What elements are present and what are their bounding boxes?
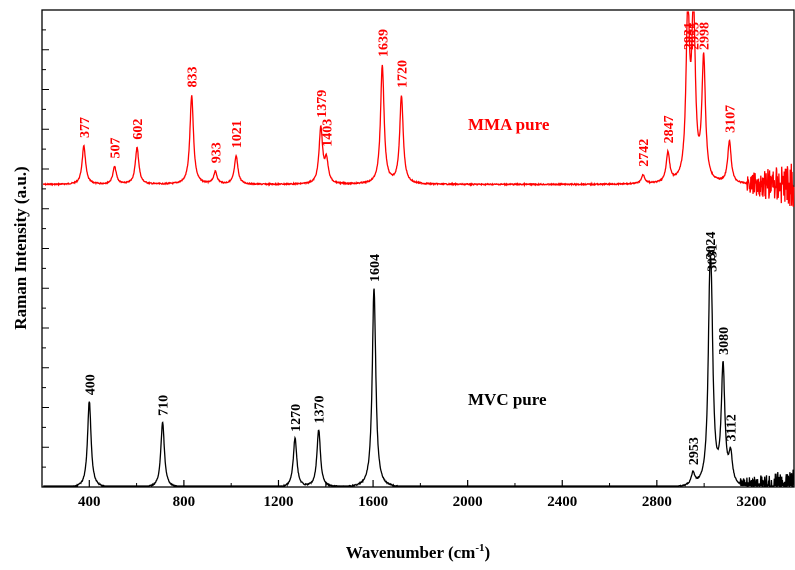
peak-label: 377	[78, 117, 93, 138]
peak-label: 1604	[368, 254, 383, 282]
peak-label: 1403	[321, 119, 336, 147]
series-label-mma: MMA pure	[468, 115, 550, 134]
series-label-mvc: MVC pure	[468, 390, 547, 409]
x-axis-ticks: 400 800 1200 1600 2000 2400 2800 3200	[41, 480, 766, 510]
x-tick-label: 2000	[453, 494, 483, 510]
x-tick-label: 1600	[358, 494, 388, 510]
x-tick-label: 400	[78, 494, 101, 510]
peak-label: 833	[186, 67, 201, 88]
peak-label: 2998	[698, 22, 713, 50]
x-tick-label: 800	[173, 494, 196, 510]
peak-label: 3024	[704, 232, 719, 260]
y-axis-title: Raman Intensity (a.u.)	[11, 166, 30, 329]
x-axis-title: Wavenumber (cm-1)	[346, 542, 490, 562]
peak-label: 1379	[315, 90, 330, 118]
x-tick-label: 2400	[547, 494, 577, 510]
x-tick-label: 3200	[736, 494, 766, 510]
peak-label: 2955	[688, 22, 703, 50]
peak-label: 2931	[682, 22, 697, 50]
peak-label: 1720	[395, 60, 410, 88]
peak-label: 1639	[376, 29, 391, 57]
x-tick-label: 1200	[263, 494, 293, 510]
peak-label: 3080	[717, 327, 732, 355]
peak-label: 1021	[230, 120, 245, 148]
peak-label: 933	[209, 142, 224, 163]
peak-label: 2953	[687, 437, 702, 465]
series-layer	[42, 11, 795, 488]
peak-label: 710	[157, 395, 172, 416]
series-line	[43, 255, 795, 488]
peak-label: 2847	[662, 115, 677, 143]
peak-label: 400	[83, 374, 98, 395]
peak-label: 1370	[313, 396, 328, 424]
peak-label: 1270	[289, 404, 304, 432]
peak-label: 507	[109, 138, 124, 159]
peak-label: 2742	[637, 139, 652, 167]
plot-frame	[41, 9, 795, 488]
x-tick-label: 2800	[642, 494, 672, 510]
peak-label: 3031	[706, 244, 721, 272]
series-line	[42, 11, 795, 207]
peak-label: 602	[131, 119, 146, 140]
peak-label: 3107	[723, 105, 738, 133]
peak-label: 3112	[725, 414, 740, 441]
y-axis-ticks	[42, 9, 49, 488]
